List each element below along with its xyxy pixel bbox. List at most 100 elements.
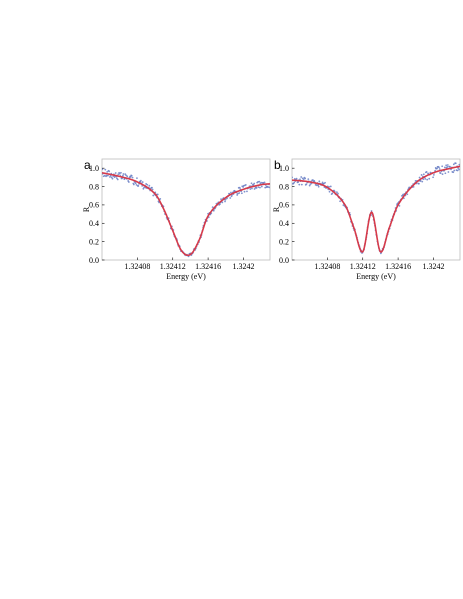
data-point [305,183,308,186]
data-point [297,181,299,183]
x-tick-label: 1.3242 [422,262,444,271]
data-point [335,191,338,194]
data-point [122,173,125,175]
data-point [443,166,446,169]
y-tick-label: 0.8 [89,182,99,191]
data-point [292,176,293,179]
data-point [120,171,122,174]
data-point [129,176,132,178]
fit-curve [102,171,270,257]
y-tick-label: 0.0 [89,256,99,265]
data-point [456,169,459,172]
data-point [337,192,339,195]
data-point [453,169,456,172]
plot-frame [101,158,271,261]
data-point [260,181,263,184]
data-point [438,166,440,169]
data-point [432,176,434,179]
data-point [136,177,138,180]
data-point [317,184,320,187]
data-point [267,186,269,188]
data-point [458,163,460,166]
data-point [230,191,232,194]
data-point [311,179,314,181]
data-point [406,193,409,196]
data-point [220,198,222,201]
data-point [432,173,435,176]
data-point [132,183,135,186]
data-point [295,177,298,180]
data-point [424,177,427,180]
data-point [328,190,331,193]
x-tick-label: 1.32412 [160,262,186,271]
data-point [135,183,138,186]
data-point [418,182,420,185]
data-point [307,178,310,181]
data-points-series [102,168,270,258]
data-point [106,170,109,173]
data-point [116,178,119,181]
data-point [452,171,455,174]
panel-letter: b [274,158,281,172]
data-point [422,173,425,176]
y-tick-label: 0.0 [279,256,289,265]
fit-curve [292,165,460,253]
x-axis-label: Energy (eV) [166,272,206,281]
data-point [130,174,133,177]
x-tick-label: 1.32412 [350,262,376,271]
data-point [152,194,155,197]
data-point [238,192,241,194]
data-point [447,171,450,173]
data-point [308,184,311,187]
data-point [159,198,162,200]
x-tick-label: 1.32416 [385,262,411,271]
data-point [449,165,451,168]
data-point [139,179,142,182]
data-point [224,198,227,201]
data-point [444,172,447,175]
x-tick-label: 1.32416 [195,262,221,271]
x-tick-label: 1.32408 [124,262,150,271]
data-point [131,176,134,179]
data-point [321,181,324,184]
data-point [441,173,444,176]
data-point [118,172,121,175]
data-point [102,168,104,171]
data-point [126,175,129,178]
data-point [246,190,248,193]
data-point [113,176,116,179]
data-point [426,178,429,181]
panel-b: b 0.0 0.2 0.4 0.6 0.8 1.0 1.32408 1.32412 1.32416… [272,158,461,281]
data-point [438,168,441,170]
y-tick-label: 0.2 [279,237,289,246]
data-point [260,185,263,188]
data-point [446,164,449,166]
y-tick-label: 0.8 [279,182,289,191]
data-point [422,178,425,181]
plot-area [292,162,460,255]
y-axis-label: R [82,206,91,212]
data-point [151,186,153,189]
data-point [255,187,258,189]
data-point [240,192,243,195]
y-tick-label: 1.0 [279,164,289,173]
data-points-series [292,162,460,255]
data-point [221,201,224,204]
data-point [328,186,331,188]
data-point [428,177,431,180]
plot-frame [291,158,461,261]
data-point [302,178,305,181]
data-point [258,180,261,183]
x-tick-label: 1.3242 [232,262,254,271]
data-point [236,194,239,196]
data-point [259,186,261,189]
y-tick-label: 0.4 [279,219,289,228]
data-point [127,181,130,183]
data-point [238,186,241,189]
data-point [421,180,424,183]
data-point [151,188,154,191]
y-tick-label: 0.6 [89,201,99,210]
data-point [398,204,401,207]
panel-a: a 0.0 0.2 0.4 0.6 0.8 1.0 1.32408 1.32412 1.32416… [82,158,271,281]
plot-area [102,168,270,258]
